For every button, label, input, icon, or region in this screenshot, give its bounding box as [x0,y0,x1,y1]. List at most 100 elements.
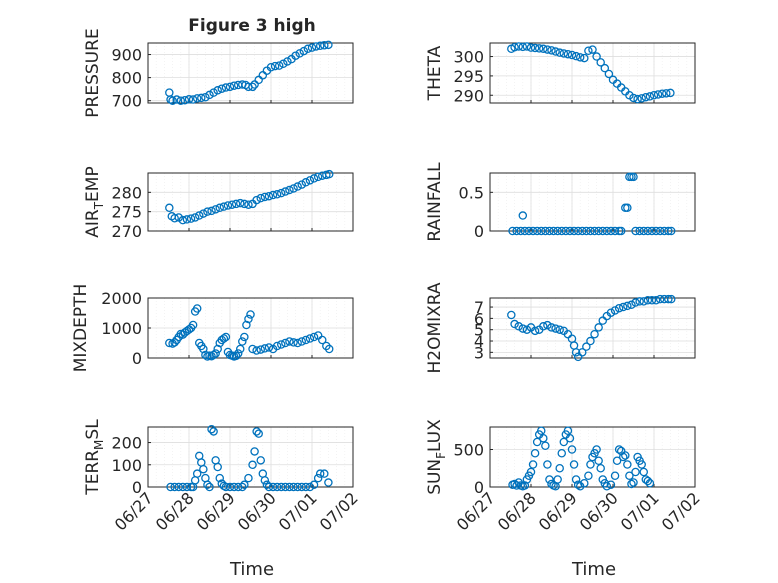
data-point [637,94,646,103]
y-tick-label: 700 [111,92,142,111]
data-point [283,57,292,66]
data-point [508,226,517,236]
data-point [315,41,325,51]
data-point [180,95,190,105]
data-point [629,93,638,103]
data-point [297,482,306,492]
data-point [182,215,192,224]
y-axis-label: MIXDEPTH [71,284,91,373]
data-point [289,338,298,347]
data-point [545,475,554,484]
y-axis-label: PRESSURE [83,28,103,117]
data-point [221,332,231,342]
data-point [305,334,315,343]
data-point [231,199,241,209]
data-point [623,301,632,311]
data-point [256,345,265,354]
data-point [285,482,294,492]
data-point [324,40,333,50]
data-point [315,469,325,478]
data-point [524,226,534,236]
data-point [655,226,665,236]
data-point [530,448,540,458]
data-point [165,338,174,348]
y-axis-label-main: MIXDEPTH [71,284,91,373]
data-point [229,81,239,90]
data-point [631,298,640,307]
data-point [666,294,676,304]
data-point [532,437,542,447]
data-point [307,43,317,52]
data-point [522,42,532,51]
data-point [207,206,216,216]
y-axis-label-main: THETA [425,45,445,101]
data-point [573,480,583,489]
data-point [528,460,538,469]
data-point [549,226,558,236]
data-point [205,90,214,100]
x-axis-label-left: Time [229,559,274,580]
data-point [303,44,313,54]
data-point [651,226,661,236]
data-point [299,46,309,56]
data-point [606,308,616,317]
data-point [657,89,667,98]
data-point [309,174,319,183]
data-point [584,46,593,55]
data-point [639,297,649,306]
data-point [557,448,567,458]
data-point [219,202,229,211]
data-point [281,482,290,492]
data-point [276,188,286,198]
data-point [240,199,249,209]
y-tick-label: 4 [474,332,484,351]
data-point [571,475,581,484]
data-point [165,203,174,213]
data-point [629,172,638,182]
data-point [619,452,628,462]
y-tick-label: 270 [111,222,142,241]
data-point [569,226,579,236]
axes-box [489,297,696,359]
data-point [526,43,536,52]
data-point [590,329,599,339]
data-point [637,460,646,469]
data-point [293,482,302,492]
data-point [295,49,304,58]
data-point [528,226,538,236]
data-point [623,460,632,469]
data-point [563,49,573,59]
data-point [643,476,653,486]
data-point [301,335,311,345]
data-point [209,88,218,97]
data-point [561,226,571,236]
data-point [223,201,233,210]
data-point [507,310,516,320]
y-axis-label-rest: EMP [83,166,103,202]
data-point [320,469,329,478]
data-point [244,200,253,209]
y-axis-label-main: H2OMIXRA [425,282,445,373]
data-point [557,226,567,236]
data-point [512,226,521,236]
data-point [592,445,601,454]
y-tick-label: 5 [474,321,484,340]
data-point [623,203,632,213]
data-point [545,226,554,236]
data-point [313,473,323,483]
data-point [629,478,638,487]
data-point [510,479,519,489]
data-point [256,456,265,465]
data-point [268,190,278,200]
data-point [272,482,282,492]
data-point [199,464,208,474]
data-point [666,88,675,98]
data-point [250,447,259,456]
y-tick-label: 900 [111,46,142,65]
data-point [301,482,311,492]
data-point [553,475,562,484]
data-point [225,82,235,92]
